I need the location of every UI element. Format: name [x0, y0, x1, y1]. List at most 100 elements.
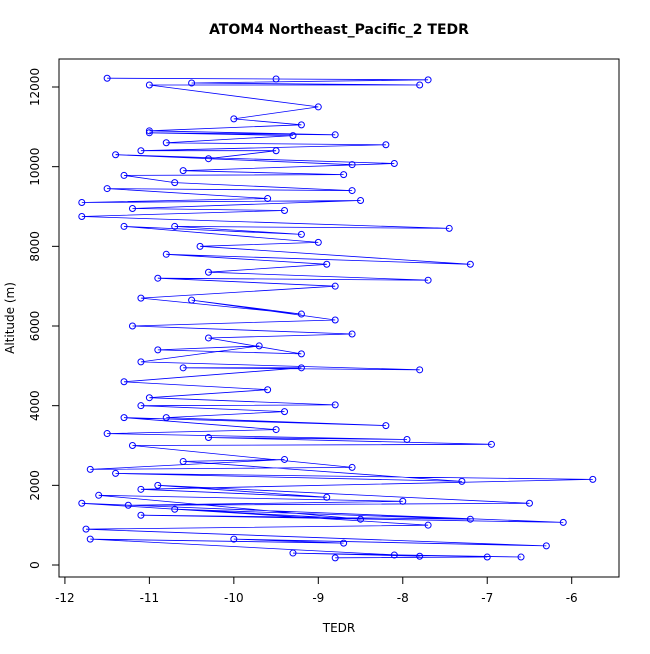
x-tick-label: -7	[481, 591, 493, 605]
data-point	[331, 282, 339, 290]
data-point	[137, 294, 145, 302]
y-tick-label: 4000	[28, 390, 42, 421]
data-point	[483, 553, 491, 561]
data-point	[458, 477, 466, 485]
data-point	[559, 518, 567, 526]
data-point	[289, 132, 297, 140]
data-point	[348, 187, 356, 195]
data-point	[289, 549, 297, 557]
data-point	[230, 535, 238, 543]
data-point	[137, 485, 145, 493]
x-tick-label: -11	[140, 591, 160, 605]
data-point	[179, 364, 187, 372]
data-point	[78, 199, 86, 207]
data-point	[137, 147, 145, 155]
data-point	[416, 552, 424, 560]
data-point	[399, 497, 407, 505]
data-point	[162, 139, 170, 147]
data-point	[82, 525, 90, 533]
data-point	[424, 276, 432, 284]
data-point	[103, 74, 111, 82]
plot-frame	[58, 58, 620, 578]
data-point	[272, 75, 280, 83]
data-point	[340, 171, 348, 179]
data-point	[112, 151, 120, 159]
y-tick-label: 12000	[28, 68, 42, 106]
data-point	[314, 238, 322, 246]
data-point	[124, 501, 132, 509]
data-point	[162, 250, 170, 258]
x-tick-label: -6	[566, 591, 578, 605]
data-point	[297, 310, 305, 318]
data-point	[357, 515, 365, 523]
data-point	[78, 499, 86, 507]
data-point	[179, 167, 187, 175]
data-point	[357, 197, 365, 205]
data-point	[403, 436, 411, 444]
data-point	[340, 539, 348, 547]
data-point	[120, 378, 128, 386]
data-point	[297, 121, 305, 129]
data-point	[424, 521, 432, 529]
data-point	[162, 414, 170, 422]
data-point	[145, 129, 153, 137]
data-point	[188, 79, 196, 87]
data-point	[154, 346, 162, 354]
data-point	[390, 159, 398, 167]
data-point	[382, 141, 390, 149]
data-point	[120, 222, 128, 230]
data-point	[445, 224, 453, 232]
data-point	[416, 366, 424, 374]
x-tick-label: -12	[55, 591, 75, 605]
data-point	[281, 455, 289, 463]
data-line	[81, 77, 593, 559]
data-point	[348, 463, 356, 471]
data-point	[297, 364, 305, 372]
y-tick-label: 10000	[28, 148, 42, 186]
data-point	[525, 499, 533, 507]
data-point	[466, 515, 474, 523]
data-point	[137, 511, 145, 519]
data-point	[86, 465, 94, 473]
data-point	[120, 414, 128, 422]
data-point	[205, 268, 213, 276]
data-point	[348, 161, 356, 169]
data-point	[424, 76, 432, 84]
data-point	[196, 242, 204, 250]
data-point	[331, 316, 339, 324]
data-point	[466, 260, 474, 268]
data-point	[128, 204, 136, 212]
x-tick-label: -9	[312, 591, 324, 605]
data-point	[331, 554, 339, 562]
data-point	[86, 535, 94, 543]
data-point	[297, 350, 305, 358]
y-tick-label: 2000	[28, 470, 42, 501]
y-axis-label: Altitude (m)	[3, 282, 17, 354]
data-point	[517, 553, 525, 561]
data-point	[154, 274, 162, 282]
data-point	[95, 491, 103, 499]
data-point	[348, 330, 356, 338]
data-point	[171, 179, 179, 187]
data-point	[171, 222, 179, 230]
data-point	[314, 103, 322, 111]
data-point	[145, 394, 153, 402]
data-point	[137, 358, 145, 366]
data-point	[78, 212, 86, 220]
x-tick-label: -10	[224, 591, 244, 605]
data-point	[542, 542, 550, 550]
data-point	[272, 147, 280, 155]
data-point	[323, 493, 331, 501]
data-point	[416, 81, 424, 89]
data-point	[128, 442, 136, 450]
data-point	[281, 408, 289, 416]
data-point	[145, 81, 153, 89]
chart-title: ATOM4 Northeast_Pacific_2 TEDR	[209, 22, 469, 38]
data-point	[323, 260, 331, 268]
data-point	[255, 342, 263, 350]
data-point	[264, 195, 272, 203]
data-point	[103, 430, 111, 438]
data-point	[128, 322, 136, 330]
